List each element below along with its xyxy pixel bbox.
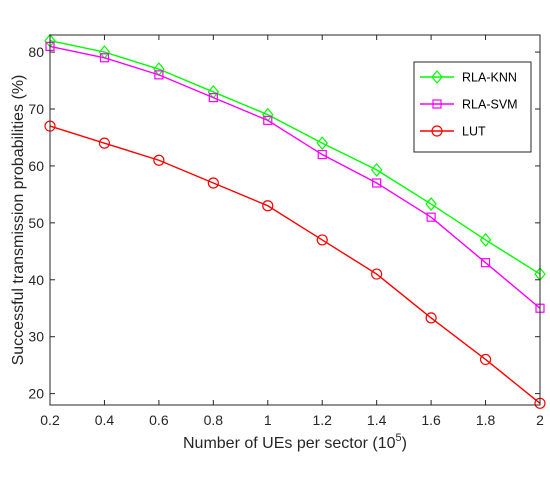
legend-label: RLA-KNN [462,71,517,85]
x-axis-label: Number of UEs per sector (105) [183,432,407,452]
ticks-layer [49,35,541,405]
data-point-circle [316,234,328,246]
legend-label: LUT [462,125,486,139]
data-point-square [99,53,110,63]
data-point-circle [479,353,492,366]
legend-item: RLA-SVM [420,98,518,112]
data-point-circle [98,137,111,149]
data-point-circle [425,312,437,324]
data-point-circle [153,154,165,166]
data-point-circle [262,200,274,212]
data-point-square [263,115,273,125]
y-tick-label: 70 [28,101,44,117]
x-tick-label: 1.8 [476,412,496,428]
plot-frame [49,34,541,406]
y-axis-label: Successful transmission probabilities (%… [10,75,27,366]
x-tick-label: 2 [536,412,544,428]
legend-label: RLA-SVM [462,98,518,112]
y-tick-label: 50 [28,215,44,231]
data-point-diamond [479,232,492,247]
legend: RLA-KNN RLA-SVM LUT [413,61,532,153]
x-axis-label-close: ) [402,435,407,452]
series-line [49,45,541,309]
data-point-diamond [370,162,383,177]
legend-marker-diamond [431,70,443,84]
data-point-square [208,93,218,103]
legend-item: LUT [420,125,486,139]
data-point-circle [371,268,383,280]
data-point-circle [207,177,219,189]
y-tick-label: 30 [28,329,44,345]
series-layer [44,33,546,409]
legend-item: RLA-KNN [420,70,517,85]
x-tick-label: 1 [264,412,272,428]
y-tick-label: 40 [28,272,44,288]
tick-labels: 0.2 0.4 0.6 0.8 1 1.2 1.4 1.6 1.8 2 20 30 40 50 60 70 80 [28,44,544,428]
legend-marker-circle [431,125,443,137]
x-tick-label: 1.4 [367,412,387,428]
data-point-square [372,178,382,188]
x-tick-label: 0.4 [95,412,115,428]
series-line [49,40,541,275]
x-tick-label: 0.2 [40,412,60,428]
data-point-square [154,70,164,80]
x-tick-label: 0.6 [149,412,169,428]
series-rla-svm [45,41,545,313]
x-axis-label-exponent: 5 [396,432,402,444]
x-axis-label-main: Number of UEs per sector (10 [183,435,396,452]
x-tick-label: 0.8 [204,412,224,428]
data-point-diamond [425,197,437,211]
y-tick-label: 80 [28,44,44,60]
x-tick-label: 1.6 [421,412,441,428]
data-point-square [480,258,491,268]
y-tick-label: 20 [28,386,44,402]
series-line [49,125,541,404]
data-point-square [317,149,327,160]
y-tick-label: 60 [28,158,44,174]
legend-marker-square [432,99,442,109]
data-point-diamond [316,136,329,151]
data-point-square [426,212,436,222]
x-tick-label: 1.2 [312,412,332,428]
